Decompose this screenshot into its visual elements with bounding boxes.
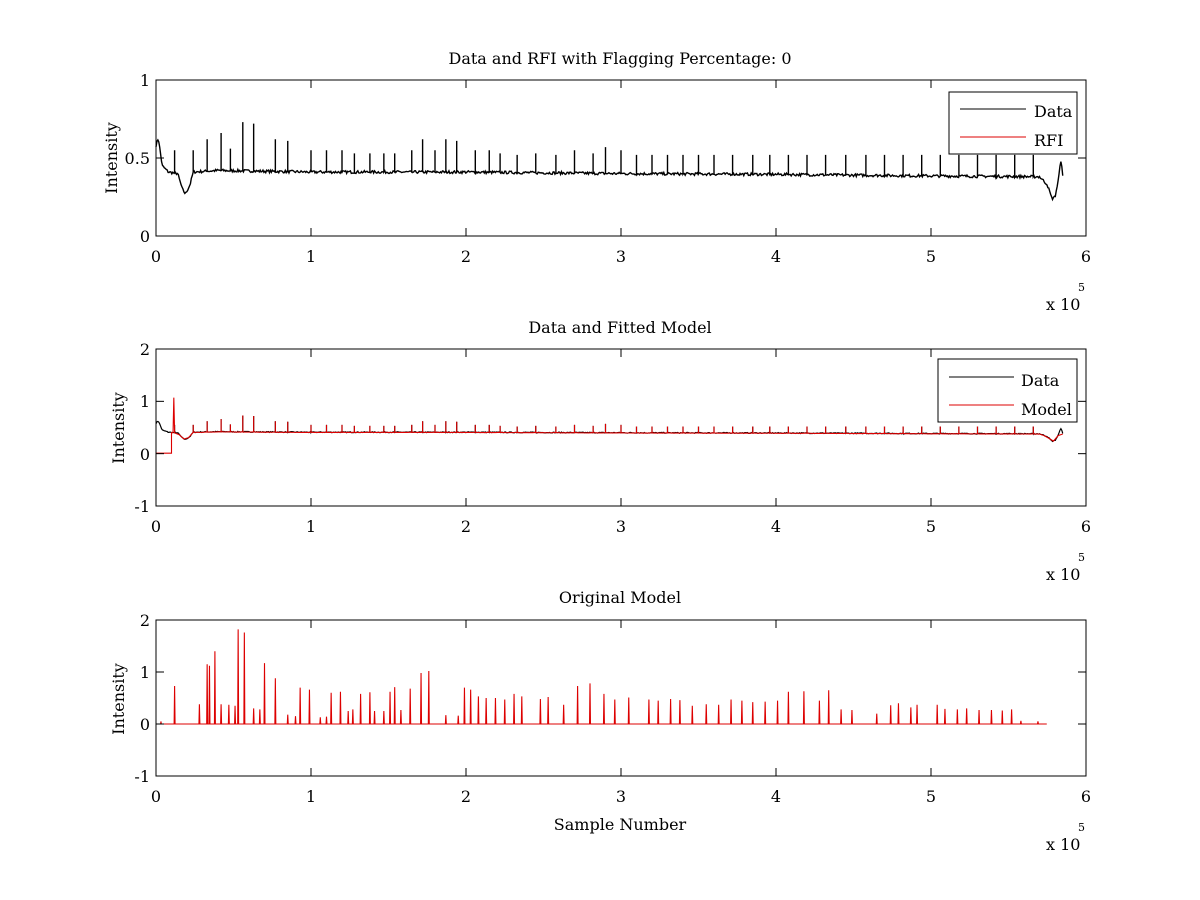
panel-3-ytick-0: 0 [140, 715, 150, 734]
panel-3-title: Original Model [559, 588, 681, 607]
panel-3-xtick-labels: 0 1 2 3 4 5 6 [151, 787, 1091, 806]
panel-1-data-line [155, 122, 1064, 202]
panel-2-ylabel: Intensity [109, 392, 128, 464]
panel-2-ytick-1: 1 [140, 392, 150, 411]
panel-1-ytick-1: 1 [140, 71, 150, 90]
panel-2-xtick-label-4: 4 [771, 517, 781, 536]
panel-2-model-line [156, 397, 1063, 454]
panel-3-xtick-label-0: 0 [151, 787, 161, 806]
panel-2-series-model-line [156, 397, 1063, 454]
panel-2-ytick-0: 0 [140, 445, 150, 464]
panel-2-x-exponent-base: x 10 [1046, 565, 1080, 584]
panel-2-series-data-line [155, 415, 1064, 443]
panel-2-legend-data-label: Data [1021, 371, 1060, 390]
panel-2-xtick-label-0: 0 [151, 517, 161, 536]
panel-2-xtick-label-6: 6 [1081, 517, 1091, 536]
panel-1-x-exponent-base: x 10 [1046, 295, 1080, 314]
panel-3-x-exponent-base: x 10 [1046, 835, 1080, 854]
panel-3-xtick-label-3: 3 [616, 787, 626, 806]
panel-2-x-exponent-power: 5 [1078, 551, 1085, 564]
panel-1-xtick-label-3: 3 [616, 247, 626, 266]
panel-1-legend-rfi-label: RFI [1034, 131, 1063, 150]
panel-1-xtick-label-0: 0 [151, 247, 161, 266]
panel-2-xtick-label-5: 5 [926, 517, 936, 536]
panel-3-axes-box [155, 619, 1087, 777]
panel-3-xlabel: Sample Number [554, 815, 687, 834]
panel-1: Data and RFI with Flagging Percentage: 0… [102, 49, 1091, 314]
panel-1-title: Data and RFI with Flagging Percentage: 0 [448, 49, 791, 68]
panel-3-xtick-label-4: 4 [771, 787, 781, 806]
panel-2-ytick-2: 2 [140, 340, 150, 359]
panel-1-x-exponent-power: 5 [1078, 281, 1085, 294]
panel-1-series-data-line [155, 122, 1064, 202]
panel-2-ytick--1: -1 [134, 497, 150, 516]
panel-3-ylabel: Intensity [109, 663, 128, 735]
panel-2: Data and Fitted Model Intensity -1 0 1 2… [109, 318, 1091, 584]
panel-1-xtick-label-4: 4 [771, 247, 781, 266]
panel-3-xtick-label-6: 6 [1081, 787, 1091, 806]
panel-2-xtick-label-3: 3 [616, 517, 626, 536]
panel-3-x-exponent-power: 5 [1078, 821, 1085, 834]
panel-1-xtick-label-5: 5 [926, 247, 936, 266]
panel-3-model-line [159, 629, 1047, 725]
panel-1-xtick-label-2: 2 [461, 247, 471, 266]
panel-2-title: Data and Fitted Model [528, 318, 711, 337]
panel-3-ytick--1: -1 [134, 767, 150, 786]
panel-1-ytick-0.5: 0.5 [125, 149, 150, 168]
panel-2-legend-model-label: Model [1021, 400, 1072, 419]
panel-3: Original Model Intensity -1 0 1 2 0 1 2 3 4 5… [109, 588, 1091, 854]
panel-1-ytick-0: 0 [140, 227, 150, 246]
panel-3-xtick-label-5: 5 [926, 787, 936, 806]
panel-1-legend-data-label: Data [1034, 102, 1073, 121]
panel-2-xtick-label-1: 1 [306, 517, 316, 536]
panel-3-ytick-2: 2 [140, 611, 150, 630]
panel-2-ticks [155, 348, 1087, 507]
panel-1-ylabel: Intensity [102, 122, 121, 194]
panel-3-xtick-label-1: 1 [306, 787, 316, 806]
panel-2-legend: Data Model [937, 358, 1078, 423]
panel-2-xtick-label-2: 2 [461, 517, 471, 536]
panel-1-ticks [155, 79, 1087, 237]
panel-3-ytick-1: 1 [140, 663, 150, 682]
panel-1-xtick-label-6: 6 [1081, 247, 1091, 266]
panel-3-series-model-line [159, 629, 1047, 725]
panel-2-data-line [155, 415, 1064, 443]
panel-1-legend: Data RFI [948, 91, 1078, 155]
panel-1-xtick-label-1: 1 [306, 247, 316, 266]
panel-3-ticks [155, 619, 1087, 777]
panel-3-xtick-label-2: 2 [461, 787, 471, 806]
panel-2-xtick-labels: 0 1 2 3 4 5 6 [151, 517, 1091, 536]
panel-1-xtick-labels: 0 1 2 3 4 5 6 [151, 247, 1091, 266]
